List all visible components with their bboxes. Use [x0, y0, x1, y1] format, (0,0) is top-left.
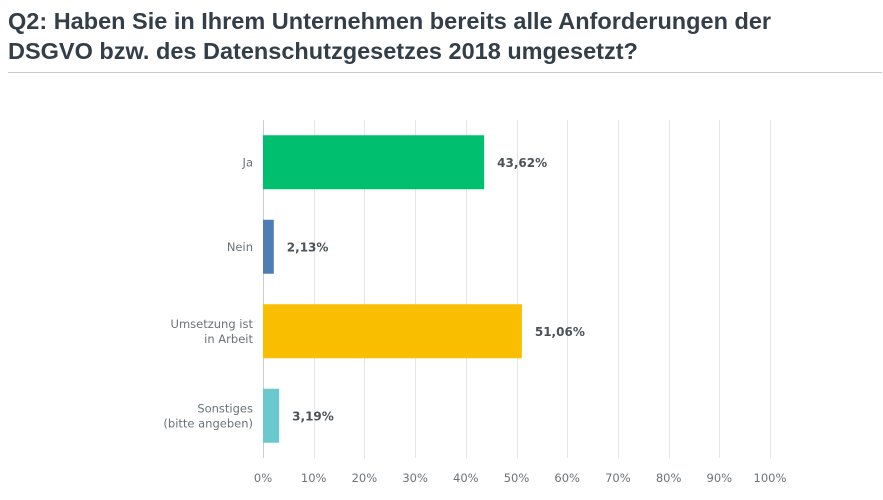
x-tick-label: 40% — [453, 471, 479, 485]
x-tick-label: 80% — [656, 471, 682, 485]
data-label: 3,19% — [292, 409, 334, 423]
bar — [263, 304, 522, 359]
category-label: Sonstiges — [197, 401, 253, 415]
x-tick-label: 50% — [504, 471, 530, 485]
data-label: 43,62% — [497, 156, 547, 170]
question-title: Q2: Haben Sie in Ihrem Unternehmen berei… — [8, 8, 772, 64]
x-tick-label: 70% — [605, 471, 631, 485]
x-axis-tick-labels: 0% 10% 20% 30% 40% 50% 60% 70% 80% 90% 100% — [254, 471, 787, 485]
x-tick-label: 20% — [352, 471, 378, 485]
bars — [263, 135, 522, 443]
value-labels: 43,62% 2,13% 51,06% 3,19% — [287, 156, 585, 424]
bar — [263, 219, 274, 274]
grid-lines — [263, 120, 771, 458]
x-tick-label: 100% — [754, 471, 787, 485]
bar — [263, 135, 485, 190]
data-label: 2,13% — [287, 240, 329, 254]
title-divider — [8, 72, 882, 73]
category-label: Umsetzung ist — [171, 317, 254, 331]
x-tick-label: 0% — [254, 471, 272, 485]
x-tick-label: 60% — [554, 471, 580, 485]
category-label: Ja — [242, 155, 253, 169]
category-label: in Arbeit — [204, 332, 253, 346]
bar — [263, 388, 280, 443]
x-tick-label: 30% — [402, 471, 428, 485]
x-tick-label: 10% — [301, 471, 327, 485]
x-tick-label: 90% — [707, 471, 733, 485]
category-label: (bitte angeben) — [163, 416, 253, 430]
category-label: Nein — [227, 240, 253, 254]
data-label: 51,06% — [535, 325, 585, 339]
